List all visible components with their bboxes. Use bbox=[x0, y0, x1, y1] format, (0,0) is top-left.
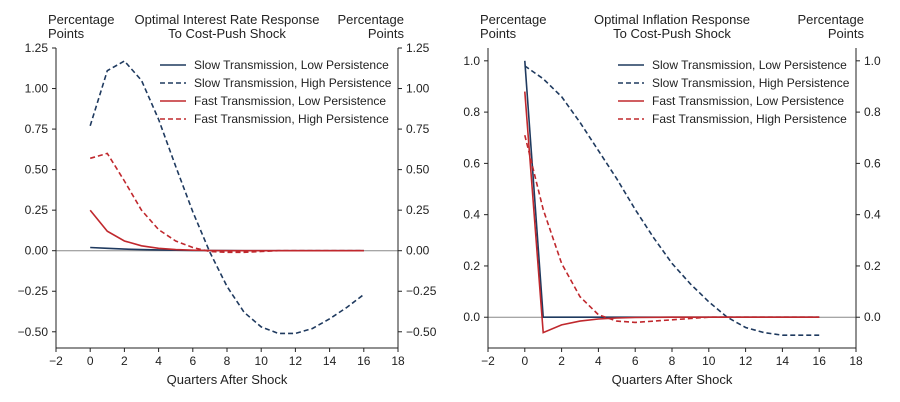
series-line-2 bbox=[524, 65, 820, 337]
right-y-tick-label: 0.4 bbox=[864, 208, 881, 222]
x-tick-label: 14 bbox=[776, 354, 790, 368]
left-unit-label-line2: Points bbox=[480, 26, 517, 41]
left-y-tick-label: 0.8 bbox=[463, 105, 480, 119]
x-tick-label: 16 bbox=[357, 354, 371, 368]
legend-label-4: Fast Transmission, High Persistence bbox=[652, 112, 847, 126]
plot-area: −2 0 2 4 6 8 10 12 14 16 18 0.0 0.0 0.2 0.2 0.4 0.4 0.6 0.… bbox=[463, 48, 881, 368]
legend-label-2: Slow Transmission, High Persistence bbox=[652, 76, 850, 90]
left-y-tick-label: 0.2 bbox=[463, 259, 480, 273]
x-tick-label: 0 bbox=[521, 354, 528, 368]
right-y-tick-label: −0.50 bbox=[406, 325, 437, 339]
right-y-tick-label: 0.8 bbox=[864, 105, 881, 119]
left-y-tick-label: 1.0 bbox=[463, 54, 480, 68]
x-tick-label: 6 bbox=[189, 354, 196, 368]
left-y-tick-label: 0.6 bbox=[463, 156, 480, 170]
chart-title-line1: Optimal Interest Rate Response bbox=[135, 12, 320, 27]
right-y-tick-label: 0.25 bbox=[406, 203, 430, 217]
left-unit-label-line1: Percentage bbox=[48, 12, 115, 27]
series-line-4 bbox=[89, 152, 364, 254]
x-tick-label: 2 bbox=[121, 354, 128, 368]
right-y-tick-label: 1.00 bbox=[406, 82, 430, 96]
x-tick-label: 16 bbox=[813, 354, 827, 368]
x-tick-label: −2 bbox=[49, 354, 63, 368]
series-line-3 bbox=[524, 91, 820, 334]
legend-label-3: Fast Transmission, Low Persistence bbox=[652, 94, 844, 108]
left-y-tick-label: 0.75 bbox=[25, 122, 49, 136]
x-tick-label: 12 bbox=[739, 354, 753, 368]
legend-label-2: Slow Transmission, High Persistence bbox=[194, 76, 392, 90]
left-unit-label-line2: Points bbox=[48, 26, 85, 41]
right-y-tick-label: 0.0 bbox=[864, 310, 881, 324]
series-line-3 bbox=[89, 209, 364, 252]
x-tick-label: 14 bbox=[323, 354, 337, 368]
x-tick-label: 6 bbox=[632, 354, 639, 368]
right-unit-label-line1: Percentage bbox=[338, 12, 405, 27]
x-tick-label: −2 bbox=[481, 354, 495, 368]
right-y-tick-label: −0.25 bbox=[406, 284, 437, 298]
chart-title-line2: To Cost-Push Shock bbox=[613, 26, 731, 41]
left-y-tick-label: −0.50 bbox=[18, 325, 49, 339]
legend-label-1: Slow Transmission, Low Persistence bbox=[652, 58, 847, 72]
x-tick-label: 18 bbox=[391, 354, 405, 368]
left-y-tick-label: 0.50 bbox=[25, 163, 49, 177]
x-tick-label: 12 bbox=[289, 354, 303, 368]
right-y-tick-label: 0.2 bbox=[864, 259, 881, 273]
x-axis-label: Quarters After Shock bbox=[612, 372, 733, 387]
x-tick-label: 4 bbox=[595, 354, 602, 368]
inflation-panel: Percentage Points Optimal Inflation Resp… bbox=[463, 12, 881, 387]
right-unit-label-line2: Points bbox=[828, 26, 865, 41]
right-unit-label-line1: Percentage bbox=[798, 12, 865, 27]
x-tick-label: 2 bbox=[558, 354, 565, 368]
right-y-tick-label: 1.25 bbox=[406, 41, 430, 55]
left-y-tick-label: 0.4 bbox=[463, 208, 480, 222]
chart-title-line1: Optimal Inflation Response bbox=[594, 12, 750, 27]
right-unit-label-line2: Points bbox=[368, 26, 405, 41]
left-y-tick-label: 1.00 bbox=[25, 82, 49, 96]
left-y-tick-label: 1.25 bbox=[25, 41, 49, 55]
plot-area: −2 0 2 4 6 8 10 12 14 16 18 −0.50 −0.50 −0.25 −0.25 0.0… bbox=[18, 41, 437, 368]
x-tick-label: 18 bbox=[849, 354, 863, 368]
x-tick-label: 0 bbox=[87, 354, 94, 368]
x-tick-label: 8 bbox=[669, 354, 676, 368]
left-y-tick-label: −0.25 bbox=[18, 284, 49, 298]
legend-label-4: Fast Transmission, High Persistence bbox=[194, 112, 389, 126]
x-tick-label: 10 bbox=[255, 354, 269, 368]
right-y-tick-label: 0.50 bbox=[406, 163, 430, 177]
left-unit-label-line1: Percentage bbox=[480, 12, 547, 27]
left-y-tick-label: 0.25 bbox=[25, 203, 49, 217]
x-axis-label: Quarters After Shock bbox=[167, 372, 288, 387]
x-tick-label: 4 bbox=[155, 354, 162, 368]
left-y-tick-label: 0.0 bbox=[463, 310, 480, 324]
x-tick-label: 8 bbox=[224, 354, 231, 368]
right-y-tick-label: 0.6 bbox=[864, 156, 881, 170]
right-y-tick-label: 0.00 bbox=[406, 244, 430, 258]
series-line-4 bbox=[524, 135, 820, 324]
chart-title-line2: To Cost-Push Shock bbox=[168, 26, 286, 41]
left-y-tick-label: 0.00 bbox=[25, 244, 49, 258]
legend-label-3: Fast Transmission, Low Persistence bbox=[194, 94, 386, 108]
x-tick-label: 10 bbox=[702, 354, 716, 368]
right-y-tick-label: 0.75 bbox=[406, 122, 430, 136]
legend-label-1: Slow Transmission, Low Persistence bbox=[194, 58, 389, 72]
right-y-tick-label: 1.0 bbox=[864, 54, 881, 68]
interest-rate-panel: Percentage Points Optimal Interest Rate … bbox=[18, 12, 437, 387]
